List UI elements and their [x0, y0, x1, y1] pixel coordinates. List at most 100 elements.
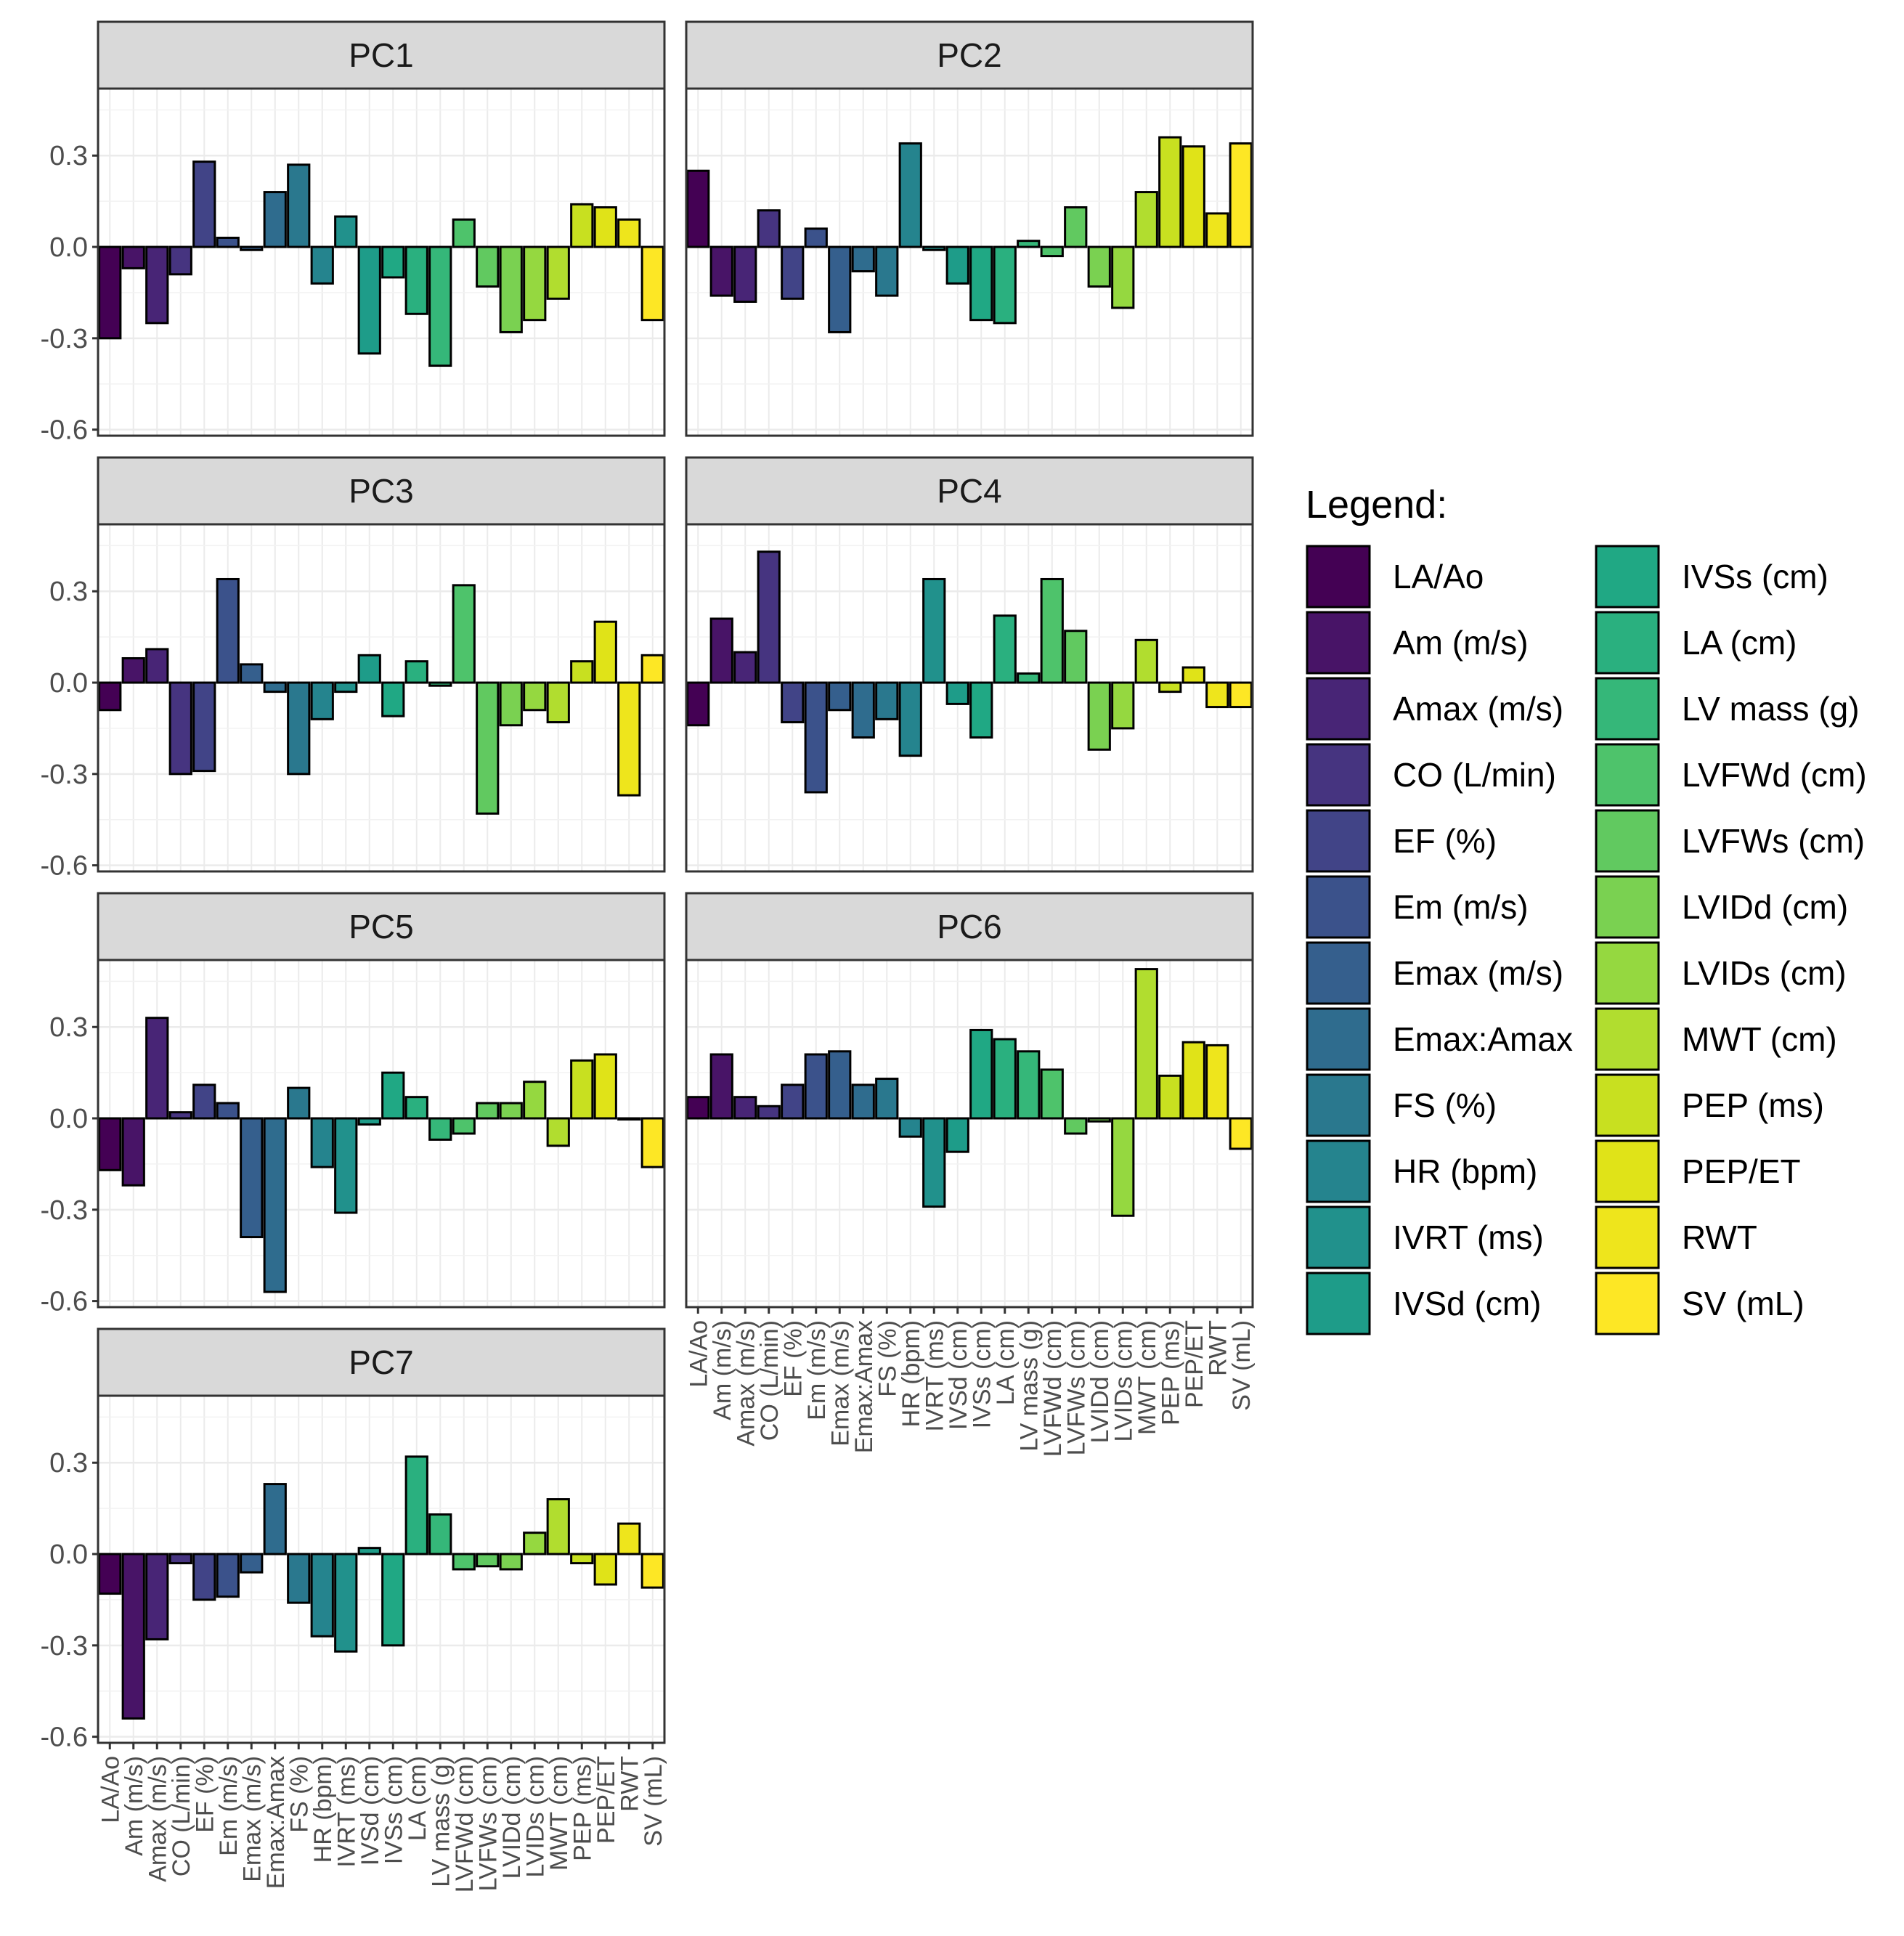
bar-pc4-18	[1111, 681, 1135, 730]
bar-pc1-3	[168, 245, 192, 276]
legend-item: CO (L/min)	[1306, 743, 1556, 807]
legend-swatch	[1306, 875, 1371, 939]
bar-pc5-4	[192, 1083, 216, 1120]
legend-swatch	[1595, 809, 1660, 873]
panel-border	[685, 87, 1254, 437]
legend-item: SV (mL)	[1595, 1272, 1805, 1335]
bar-pc1-11	[357, 245, 381, 355]
bar-pc4-21	[1181, 666, 1205, 684]
x-tick-label: LA (cm)	[992, 1320, 1020, 1405]
bar-pc3-20	[570, 660, 594, 684]
bar-pc4-3	[757, 550, 781, 684]
bar-pc6-2	[733, 1096, 757, 1120]
legend-item: EF (%)	[1306, 809, 1497, 873]
legend-swatch	[1306, 1007, 1371, 1071]
x-tick-label: IVSd (cm)	[357, 1756, 384, 1866]
panel-background	[98, 89, 664, 436]
bar-pc6-19	[1134, 968, 1158, 1120]
bar-pc2-19	[1134, 191, 1158, 248]
bar-pc2-21	[1181, 145, 1205, 248]
bar-pc4-1	[709, 617, 733, 684]
bar-pc3-4	[192, 681, 216, 773]
facet-title: PC5	[349, 908, 413, 945]
bar-pc3-12	[381, 681, 405, 717]
bar-pc5-22	[617, 1117, 641, 1121]
bar-pc6-18	[1111, 1117, 1135, 1217]
x-tick-label: IVSs (cm)	[968, 1320, 996, 1428]
panel-background	[686, 960, 1253, 1307]
bar-pc2-18	[1111, 245, 1135, 309]
bar-pc1-19	[546, 245, 570, 300]
facet-strip	[685, 892, 1254, 961]
x-tick-label: PEP/ET	[1181, 1320, 1208, 1408]
bar-pc6-3	[757, 1105, 781, 1120]
legend-swatch	[1595, 743, 1660, 807]
legend-swatch	[1306, 941, 1371, 1005]
x-tick-label: LV mass (g)	[427, 1756, 455, 1887]
bar-pc5-15	[452, 1117, 476, 1135]
bar-pc4-14	[1017, 672, 1041, 684]
bar-pc6-22	[1205, 1044, 1229, 1120]
legend-swatch	[1306, 743, 1371, 807]
bar-pc1-7	[263, 191, 287, 248]
legend-item: Emax:Amax	[1306, 1007, 1573, 1071]
x-tick-label: Am (m/s)	[121, 1756, 148, 1856]
legend-swatch	[1595, 1073, 1660, 1137]
bar-pc6-0	[686, 1096, 710, 1120]
bar-pc7-5	[216, 1553, 240, 1598]
facet-panel-pc1: PC1 0.3 0.0 -0.3 -0.6	[41, 20, 666, 446]
x-tick-label: Em (m/s)	[803, 1320, 831, 1420]
bar-pc6-13	[993, 1038, 1017, 1120]
legend-swatch	[1306, 1205, 1371, 1269]
legend-label: PEP (ms)	[1682, 1086, 1824, 1124]
x-tick-label: PEP (ms)	[1157, 1320, 1184, 1425]
facet-strip	[97, 20, 666, 90]
bar-pc4-6	[828, 681, 852, 712]
bar-pc4-11	[945, 681, 969, 705]
x-tick-label: Emax (m/s)	[826, 1320, 854, 1447]
legend-label: IVSd (cm)	[1393, 1285, 1541, 1322]
bar-pc3-0	[98, 681, 122, 712]
legend-label: LVIDs (cm)	[1682, 954, 1847, 992]
panel-background	[98, 1396, 664, 1743]
bar-pc6-17	[1087, 1117, 1111, 1123]
bar-pc5-2	[145, 1017, 169, 1120]
bar-pc1-20	[570, 203, 594, 248]
bar-pc3-16	[476, 681, 500, 815]
bar-pc5-13	[404, 1096, 428, 1120]
x-tick-label: LA (cm)	[404, 1756, 431, 1841]
facet-title: PC6	[937, 908, 1001, 945]
legend-item: Amax (m/s)	[1306, 677, 1563, 741]
x-tick-label: IVSs (cm)	[380, 1756, 407, 1864]
bar-pc4-9	[898, 681, 922, 757]
legend-swatch	[1306, 677, 1371, 741]
bar-pc5-12	[381, 1071, 405, 1120]
bar-pc2-2	[733, 245, 757, 304]
panel-border	[685, 523, 1254, 873]
y-tick-label: -0.6	[41, 1287, 88, 1317]
bar-pc4-22	[1205, 681, 1229, 709]
legend-label: Em (m/s)	[1393, 888, 1529, 926]
x-tick-label: Em (m/s)	[215, 1756, 243, 1856]
bar-pc4-0	[686, 681, 710, 727]
facet-panel-pc2: PC2	[685, 20, 1254, 437]
legend-label: EF (%)	[1393, 822, 1497, 860]
x-tick-label: LVIDs (cm)	[521, 1756, 549, 1877]
bar-pc3-7	[263, 681, 287, 694]
bar-pc2-7	[851, 245, 875, 273]
facet-title: PC4	[937, 472, 1001, 510]
bar-pc6-7	[851, 1083, 875, 1120]
legend-item: FS (%)	[1306, 1073, 1497, 1137]
bar-pc2-13	[993, 245, 1017, 325]
y-tick-label: -0.3	[41, 760, 88, 790]
legend-swatch	[1595, 677, 1660, 741]
bar-pc7-15	[452, 1553, 476, 1571]
bar-pc7-21	[593, 1553, 617, 1586]
x-tick-label: SV (mL)	[640, 1756, 667, 1847]
panel-background	[686, 89, 1253, 436]
bar-pc7-18	[523, 1532, 547, 1555]
legend-item: LVFWs (cm)	[1595, 809, 1865, 873]
bar-pc6-16	[1064, 1117, 1088, 1135]
legend-label: Emax:Amax	[1393, 1020, 1573, 1058]
